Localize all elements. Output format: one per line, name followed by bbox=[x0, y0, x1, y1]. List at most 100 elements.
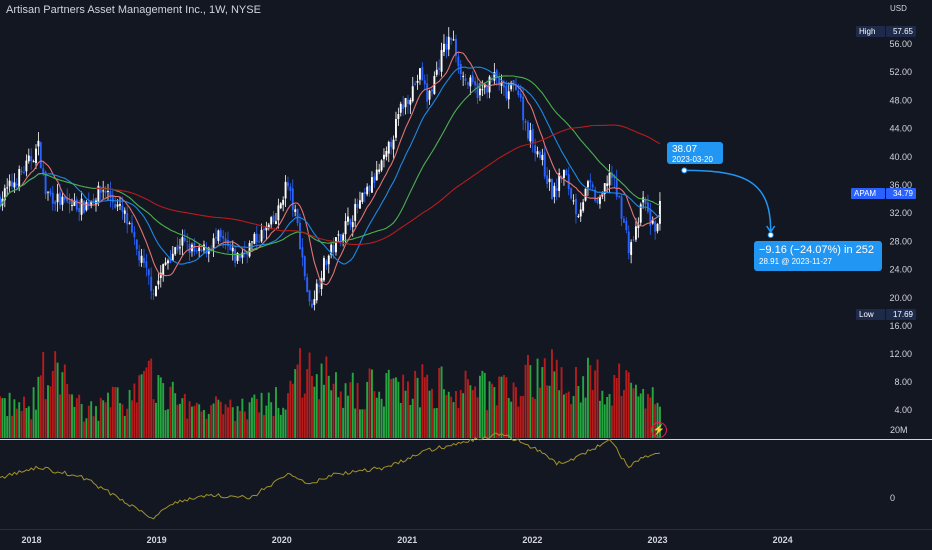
price-tick-label: 48.00 bbox=[889, 95, 912, 105]
volume-bar bbox=[488, 381, 491, 438]
volume-bar bbox=[342, 407, 345, 438]
candle-body bbox=[308, 290, 311, 302]
volume-bar bbox=[646, 394, 649, 438]
candle-body bbox=[649, 209, 652, 227]
volume-bar bbox=[239, 410, 241, 438]
candle-body bbox=[284, 181, 287, 199]
volume-bar bbox=[270, 402, 273, 438]
candle-body bbox=[3, 188, 6, 201]
volume-bar bbox=[6, 416, 9, 438]
candle-body bbox=[75, 199, 78, 210]
candle-body bbox=[327, 255, 330, 265]
candle-body bbox=[219, 230, 222, 237]
candle-body bbox=[651, 220, 654, 224]
x-tick-label: 2021 bbox=[397, 535, 417, 545]
candle-body bbox=[526, 122, 529, 139]
candle-body bbox=[577, 215, 580, 217]
volume-bar bbox=[591, 389, 594, 438]
candle-body bbox=[550, 179, 553, 200]
candle-body bbox=[558, 173, 561, 191]
volume-bar bbox=[253, 394, 256, 438]
volume-bar bbox=[219, 401, 222, 438]
candle-body bbox=[152, 293, 155, 295]
volume-bar bbox=[215, 396, 217, 438]
candle-body bbox=[467, 82, 469, 85]
candle-body bbox=[486, 85, 489, 93]
volume-bar bbox=[181, 398, 184, 438]
candle-body bbox=[615, 179, 618, 197]
volume-bar bbox=[193, 405, 196, 438]
volume-bar bbox=[1, 398, 4, 438]
volume-bar bbox=[335, 372, 337, 438]
volume-bar bbox=[102, 400, 105, 438]
volume-bar bbox=[469, 385, 472, 438]
projection-end-callout[interactable]: −9.16 (−24.07%) in 252 28.91 @ 2023-11-2… bbox=[754, 241, 882, 271]
volume-bar bbox=[227, 407, 229, 438]
volume-bar bbox=[649, 397, 652, 438]
candle-body bbox=[493, 72, 496, 81]
x-tick-label: 2018 bbox=[22, 535, 42, 545]
volume-bar bbox=[601, 390, 604, 438]
volume-bar bbox=[313, 386, 316, 438]
volume-bar bbox=[179, 403, 181, 438]
volume-bar bbox=[111, 386, 114, 438]
oscillator-tick-label: 20M bbox=[890, 425, 908, 435]
volume-bar bbox=[531, 397, 534, 438]
volume-bar bbox=[359, 409, 361, 438]
volume-bar bbox=[155, 402, 157, 438]
candle-body bbox=[351, 222, 354, 228]
volume-bar bbox=[73, 406, 76, 438]
volume-bar bbox=[378, 391, 381, 438]
volume-bar bbox=[589, 365, 592, 438]
volume-bar bbox=[443, 389, 445, 438]
last-price-value: 34.79 bbox=[886, 188, 916, 199]
volume-bar bbox=[399, 403, 402, 438]
volume-bar bbox=[258, 412, 261, 438]
volume-bar bbox=[241, 398, 244, 438]
ma-fast-line bbox=[0, 51, 661, 286]
candle-body bbox=[260, 229, 263, 242]
lightning-icon[interactable]: ⚡ bbox=[651, 422, 667, 438]
candle-body bbox=[102, 190, 105, 192]
volume-bar bbox=[433, 408, 436, 438]
candle-body bbox=[42, 168, 45, 174]
candle-body bbox=[147, 269, 150, 276]
volume-bar bbox=[267, 392, 270, 438]
currency-label[interactable]: USD bbox=[890, 4, 907, 13]
volume-bar bbox=[618, 363, 621, 438]
candle-body bbox=[603, 183, 606, 194]
candle-body bbox=[359, 200, 361, 209]
candle-body bbox=[517, 90, 520, 95]
candle-body bbox=[553, 185, 556, 197]
candle-body bbox=[90, 201, 93, 206]
volume-bar bbox=[138, 375, 141, 438]
candle-body bbox=[227, 239, 229, 247]
volume-bar bbox=[514, 387, 517, 438]
volume-bar bbox=[505, 377, 508, 438]
candle-body bbox=[495, 70, 498, 77]
candle-body bbox=[375, 169, 378, 181]
volume-bar bbox=[186, 418, 189, 438]
volume-bar bbox=[479, 375, 481, 438]
candle-body bbox=[555, 188, 558, 191]
candle-body bbox=[99, 188, 102, 193]
candle-body bbox=[363, 192, 366, 194]
volume-bar bbox=[195, 402, 198, 438]
volume-bar bbox=[507, 398, 510, 438]
candle-body bbox=[339, 234, 342, 242]
candle-body bbox=[481, 89, 484, 91]
candle-body bbox=[80, 198, 83, 215]
candle-body bbox=[625, 220, 628, 231]
volume-bar bbox=[582, 376, 585, 438]
volume-bar bbox=[222, 414, 225, 438]
volume-bar bbox=[90, 401, 93, 438]
candle-body bbox=[608, 172, 611, 186]
candle-body bbox=[469, 77, 472, 87]
projection-start-callout[interactable]: 38.07 2023-03-20 bbox=[667, 142, 723, 164]
candle-body bbox=[126, 213, 129, 225]
volume-bar bbox=[373, 391, 376, 438]
volume-bar bbox=[289, 380, 292, 438]
volume-bar bbox=[483, 372, 486, 438]
candle-body bbox=[315, 283, 318, 301]
